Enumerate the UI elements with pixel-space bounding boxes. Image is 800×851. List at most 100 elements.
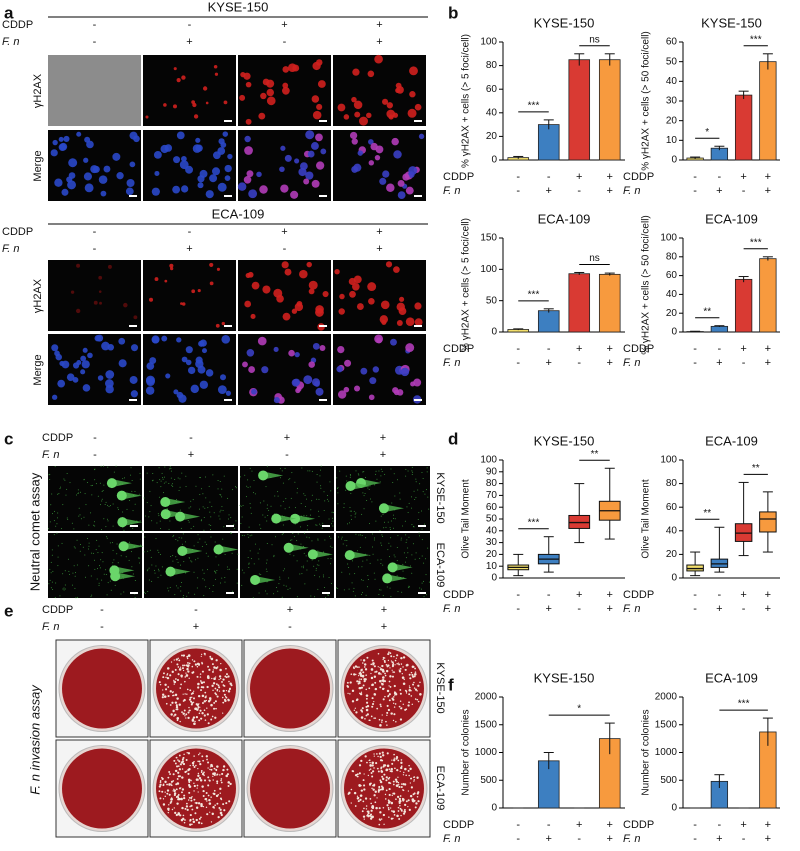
speck bbox=[179, 478, 181, 480]
colony bbox=[382, 676, 385, 679]
colony bbox=[211, 715, 214, 718]
colony bbox=[213, 666, 216, 669]
speck bbox=[330, 558, 332, 560]
colony bbox=[379, 788, 382, 791]
nucleus bbox=[359, 116, 368, 126]
nucleus bbox=[294, 351, 300, 358]
speck bbox=[186, 595, 188, 597]
colony bbox=[197, 662, 201, 666]
nucleus bbox=[195, 137, 201, 143]
colony bbox=[179, 666, 182, 668]
nucleus bbox=[396, 389, 404, 396]
colony bbox=[390, 655, 393, 658]
speck bbox=[248, 562, 250, 564]
colony bbox=[186, 655, 189, 658]
speck bbox=[331, 546, 333, 548]
colony bbox=[207, 699, 211, 703]
condition-value: - bbox=[693, 343, 697, 355]
colony bbox=[205, 695, 207, 697]
nucleus bbox=[173, 67, 177, 71]
plate-agar bbox=[250, 748, 330, 829]
colony bbox=[371, 659, 374, 662]
colony bbox=[176, 708, 179, 711]
nucleus bbox=[381, 319, 387, 325]
speck bbox=[412, 543, 414, 545]
colony bbox=[404, 808, 406, 811]
colony bbox=[370, 809, 373, 812]
speck bbox=[243, 572, 245, 574]
colony bbox=[170, 783, 172, 785]
panel-label: b bbox=[448, 3, 458, 22]
speck bbox=[258, 573, 260, 575]
nucleus bbox=[216, 267, 220, 271]
speck bbox=[165, 481, 167, 483]
colony bbox=[210, 657, 214, 661]
speck bbox=[179, 509, 181, 511]
colony bbox=[391, 661, 394, 664]
speck bbox=[315, 569, 317, 571]
colony bbox=[200, 717, 203, 720]
significance-label: ** bbox=[703, 508, 711, 519]
speck bbox=[214, 541, 216, 543]
speck bbox=[327, 558, 329, 560]
colony bbox=[360, 759, 363, 763]
colony bbox=[392, 702, 395, 704]
speck bbox=[62, 573, 64, 575]
colony bbox=[368, 769, 371, 771]
speck bbox=[158, 551, 160, 553]
condition-name: F. n bbox=[623, 603, 641, 615]
colony bbox=[370, 676, 374, 680]
colony bbox=[379, 779, 382, 782]
speck bbox=[174, 478, 176, 480]
speck bbox=[360, 579, 362, 581]
colony bbox=[354, 665, 358, 668]
speck bbox=[208, 485, 210, 487]
colony bbox=[363, 773, 365, 775]
speck bbox=[231, 552, 233, 554]
y-tick-label: 60 bbox=[666, 270, 678, 281]
nucleus bbox=[145, 375, 155, 385]
speck bbox=[315, 567, 317, 569]
condition-value: - bbox=[547, 589, 551, 601]
speck bbox=[363, 508, 365, 510]
speck bbox=[318, 564, 320, 566]
y-tick-label: 40 bbox=[486, 525, 498, 536]
nucleus bbox=[398, 307, 407, 316]
scale-bar bbox=[418, 525, 426, 527]
row-label: KYSE-150 bbox=[434, 472, 446, 523]
speck bbox=[112, 542, 114, 544]
colony bbox=[228, 688, 231, 691]
colony bbox=[379, 811, 382, 814]
colony bbox=[356, 666, 359, 668]
colony bbox=[158, 681, 161, 684]
condition-value: + bbox=[546, 357, 552, 369]
comet-head bbox=[382, 573, 393, 584]
condition-value: + bbox=[376, 226, 382, 238]
speck bbox=[161, 472, 163, 474]
condition-value: + bbox=[765, 589, 771, 601]
colony bbox=[182, 664, 184, 667]
speck bbox=[57, 556, 59, 558]
speck bbox=[280, 505, 282, 507]
colony bbox=[225, 802, 228, 805]
condition-value: - bbox=[516, 603, 520, 615]
colony bbox=[196, 703, 199, 707]
speck bbox=[113, 559, 115, 561]
image-tile bbox=[333, 54, 426, 126]
colony bbox=[176, 663, 179, 666]
colony bbox=[371, 787, 373, 790]
colony bbox=[176, 719, 179, 722]
speck bbox=[359, 546, 361, 548]
speck bbox=[175, 556, 177, 558]
colony bbox=[211, 765, 214, 768]
speck bbox=[175, 538, 177, 540]
nucleus bbox=[192, 102, 197, 108]
speck bbox=[427, 496, 429, 498]
colony bbox=[383, 773, 386, 776]
y-tick-label: 20 bbox=[666, 308, 678, 319]
colony bbox=[350, 802, 352, 804]
colony bbox=[162, 803, 166, 806]
colony bbox=[387, 808, 390, 811]
speck bbox=[56, 517, 58, 519]
colony bbox=[360, 659, 362, 661]
